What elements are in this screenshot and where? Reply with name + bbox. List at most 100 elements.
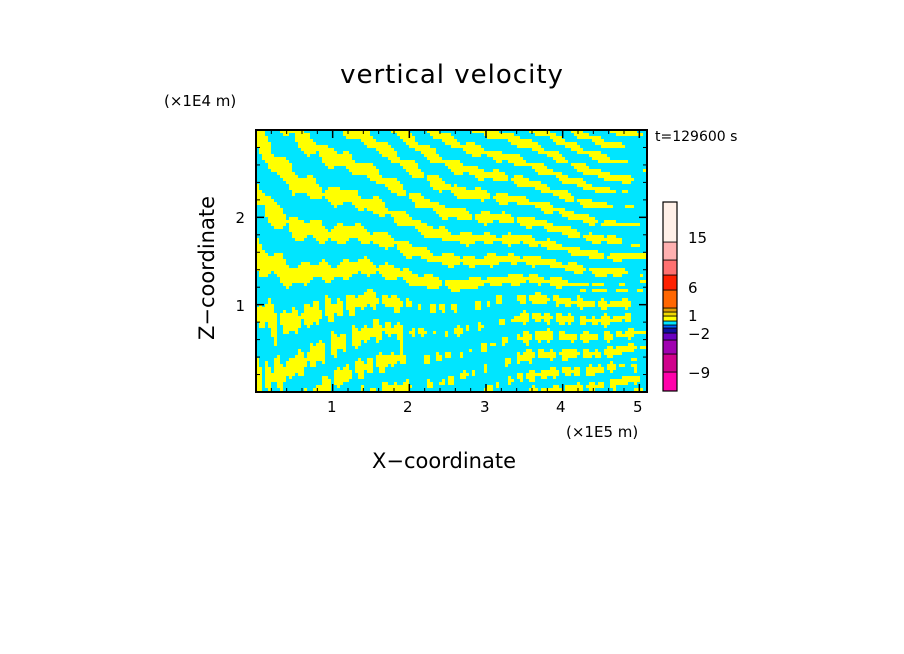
field-cell-317 [406, 256, 412, 259]
field-cell-96 [514, 163, 544, 166]
field-cell-694 [376, 358, 406, 361]
field-cell-410 [496, 295, 502, 298]
field-cell-711 [400, 361, 406, 364]
field-cell-745 [607, 367, 616, 370]
field-cell-758 [541, 370, 559, 373]
field-cell-108 [451, 169, 484, 172]
field-cell-219 [439, 214, 472, 217]
field-cell-354 [274, 271, 358, 274]
field-cell-651 [481, 349, 487, 352]
field-cell-141 [562, 181, 586, 184]
field-cell-788 [622, 376, 640, 379]
field-cell-642 [607, 346, 613, 349]
field-cell-13 [397, 133, 412, 136]
field-cell-233 [478, 220, 493, 223]
field-cell-426 [601, 298, 604, 301]
field-cell-636 [628, 343, 634, 346]
field-cell-126 [514, 175, 523, 178]
field-cell-767 [358, 373, 364, 376]
field-cell-775 [256, 376, 262, 379]
field-cell-560 [454, 328, 463, 331]
field-cell-489 [256, 313, 277, 316]
field-cell-619 [502, 340, 508, 343]
field-cell-652 [526, 349, 532, 352]
field-cell-223 [289, 217, 298, 220]
field-cell-774 [586, 373, 595, 376]
field-cell-787 [553, 376, 556, 379]
field-cell-164 [541, 190, 568, 193]
field-cell-306 [568, 250, 598, 253]
field-cell-447 [325, 304, 343, 307]
field-cell-181 [493, 196, 526, 199]
field-cell-595 [535, 334, 553, 337]
field-cell-531 [397, 322, 400, 325]
field-cell-132 [478, 178, 484, 181]
field-cell-111 [577, 169, 601, 172]
field-cell-207 [433, 208, 466, 211]
field-cell-687 [595, 355, 601, 358]
field-cell-322 [589, 256, 604, 259]
field-cell-797 [508, 379, 514, 382]
field-cell-488 [523, 310, 526, 313]
field-cell-392 [619, 283, 625, 286]
field-cell-633 [490, 343, 496, 346]
field-cell-3 [391, 130, 409, 133]
field-cell-606 [517, 337, 532, 340]
field-cell-184 [328, 199, 382, 202]
field-cell-7 [571, 130, 583, 133]
field-cell-653 [538, 349, 544, 352]
field-cell-55 [415, 148, 436, 151]
field-cell-273 [256, 238, 259, 241]
field-cell-729 [598, 364, 601, 367]
field-cell-833 [610, 385, 616, 388]
field-cell-646 [310, 349, 325, 352]
field-cell-454 [439, 304, 445, 307]
field-cell-528 [316, 322, 319, 325]
field-cell-549 [394, 325, 403, 328]
field-cell-188 [565, 199, 574, 202]
field-cell-638 [331, 346, 346, 349]
field-cell-32 [508, 139, 532, 142]
field-cell-824 [361, 385, 364, 388]
field-cell-478 [256, 310, 274, 313]
field-cell-52 [259, 148, 271, 151]
field-cell-825 [382, 385, 412, 388]
colorbar-swatch-0 [662, 371, 678, 392]
field-cell-300 [256, 247, 262, 250]
field-cell-594 [523, 334, 532, 337]
field-cell-823 [337, 385, 340, 388]
field-cell-770 [517, 373, 523, 376]
field-cell-793 [406, 379, 409, 382]
field-cell-333 [340, 262, 373, 265]
field-cell-577 [535, 331, 553, 334]
field-cell-760 [586, 370, 604, 373]
field-cell-205 [358, 208, 364, 211]
field-cell-483 [349, 310, 355, 313]
field-cell-177 [325, 196, 361, 199]
field-cell-254 [289, 229, 328, 232]
field-cell-152 [328, 187, 340, 190]
field-cell-262 [484, 232, 490, 235]
field-cell-378 [325, 280, 331, 283]
field-cell-505 [514, 316, 529, 319]
field-cell-516 [373, 319, 379, 322]
field-cell-553 [604, 325, 607, 328]
field-cell-17 [574, 133, 589, 136]
field-cell-598 [604, 334, 613, 337]
colorbar [662, 201, 678, 392]
field-cell-91 [598, 160, 628, 163]
field-cell-754 [463, 370, 466, 373]
colorbar-swatch-14 [662, 201, 678, 243]
field-cell-837 [304, 388, 307, 391]
field-cell-229 [568, 217, 595, 220]
field-cell-84 [265, 160, 289, 163]
field-cell-730 [607, 364, 616, 367]
field-cell-539 [592, 322, 598, 325]
field-cell-56 [463, 148, 484, 151]
field-cell-556 [352, 328, 358, 331]
field-cell-66 [538, 151, 559, 154]
field-cell-114 [352, 172, 379, 175]
field-cell-815 [589, 382, 595, 385]
field-cell-735 [274, 367, 304, 370]
x-tick-label-1: 1 [327, 398, 337, 416]
